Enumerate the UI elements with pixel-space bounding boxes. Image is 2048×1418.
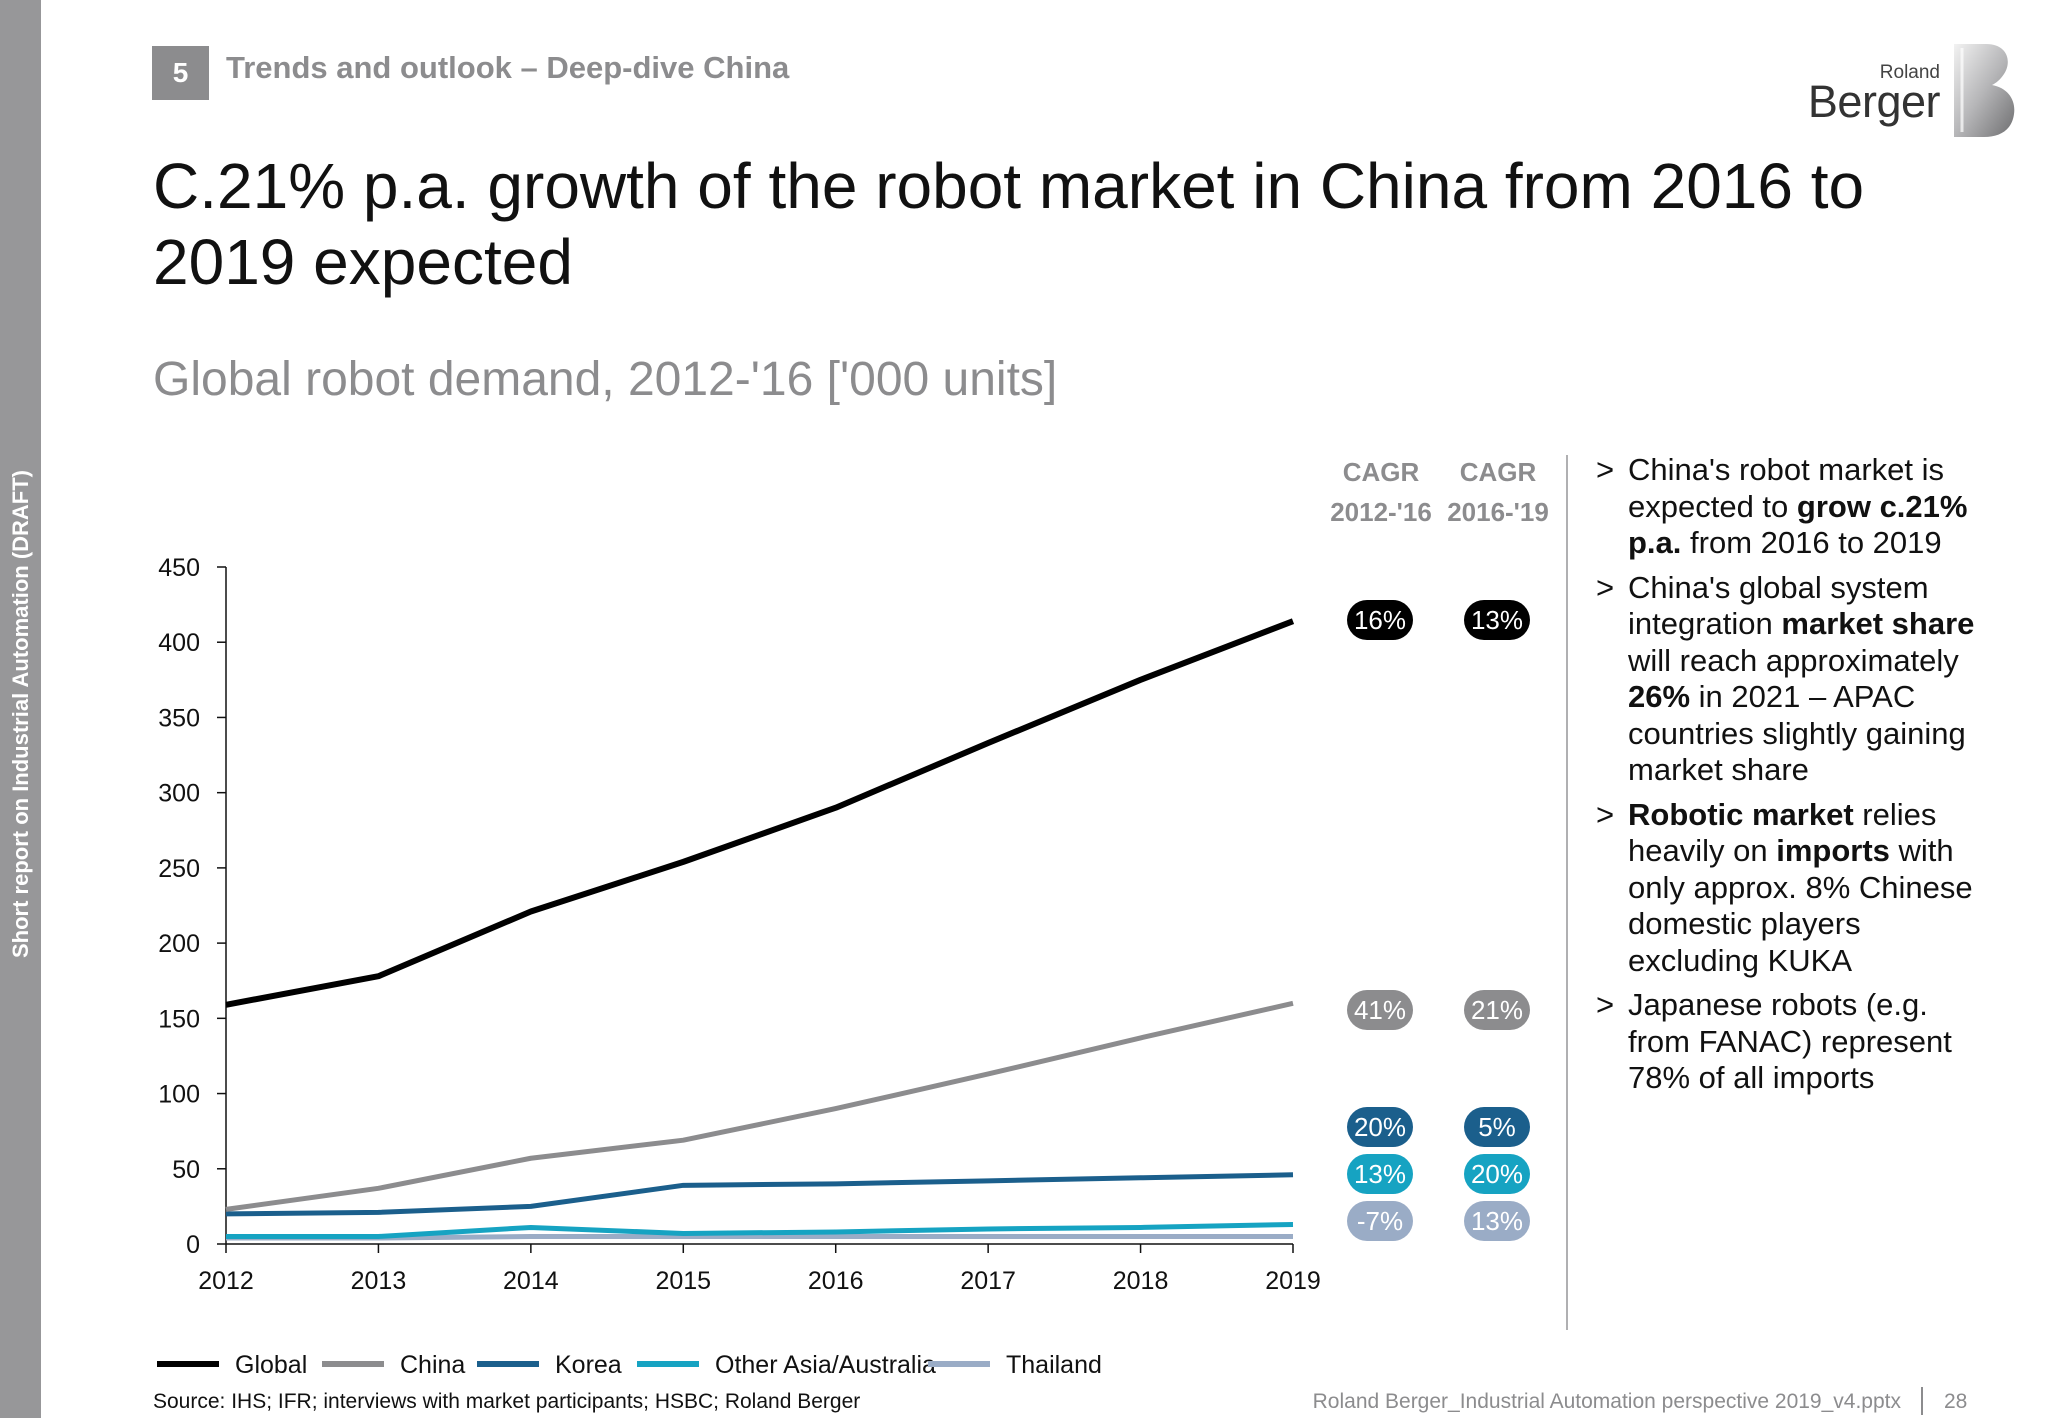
bullet-emphasis: 26% [1628, 679, 1691, 714]
page-number: 28 [1944, 1390, 1968, 1413]
chart-axes: 0 50 100 150 200 250 300 350 400 450 2012 2013 2014 2… [158, 554, 1321, 1295]
x-tick-label: 2019 [1265, 1267, 1321, 1295]
cagr-header-line2: 2012-'16 [1330, 497, 1432, 527]
logo-roland-text: Roland [1879, 62, 1940, 83]
y-tick-label: 400 [158, 629, 200, 657]
cagr-value: 13% [1471, 605, 1523, 635]
y-tick-label: 100 [158, 1081, 200, 1109]
cagr-pills: 16% 13% 41% 21% 20% 5% 13% 20% -7% 13% [1347, 600, 1530, 1241]
y-tick-label: 350 [158, 704, 200, 732]
series-line-china [225, 1000, 1294, 1212]
cagr-header-line1: CAGR [1459, 457, 1537, 487]
x-tick-label: 2016 [808, 1267, 864, 1295]
logo-berger-text: Berger [1807, 76, 1941, 127]
bullet-text: China's robot market is expected to [1628, 452, 1945, 524]
cagr-pill-thailand [1464, 1201, 1530, 1241]
x-tick-label: 2012 [198, 1267, 254, 1295]
legend-label-korea: Korea [555, 1351, 622, 1379]
y-tick-label: 200 [158, 930, 200, 958]
series-line-other-asia-australia [226, 1221, 1294, 1239]
cagr-value: 21% [1471, 995, 1523, 1025]
bullet-emphasis: market share [1781, 606, 1975, 641]
y-tick-label: 250 [158, 855, 200, 883]
cagr-value: 13% [1354, 1159, 1406, 1189]
bullet-emphasis: imports [1776, 833, 1890, 868]
cagr-pill-global [1464, 600, 1530, 640]
bullet-marker: > [1596, 569, 1615, 605]
slide-title: C.21% p.a. growth of the robot market in… [153, 150, 1865, 298]
cagr-pill-other-asia-australia [1347, 1154, 1413, 1194]
finding-bullet: > China's robot market is expected to gro… [1596, 452, 1976, 562]
cagr-value: -7% [1357, 1206, 1403, 1236]
footer-filename: Roland Berger_Industrial Automation pers… [1312, 1390, 1901, 1413]
footer-separator [1921, 1387, 1923, 1415]
roland-berger-logo: Roland Berger [1790, 40, 2020, 150]
legend-label-china: China [400, 1351, 465, 1379]
robot-demand-line-chart: 0 50 100 150 200 250 300 350 400 450 2012 2013 2014 2… [157, 554, 1530, 1379]
cagr-header-line1: CAGR [1342, 457, 1420, 487]
cagr-header-2016-2019: CAGR 2016-'19 [1433, 452, 1563, 532]
cagr-value: 41% [1354, 995, 1406, 1025]
bullet-emphasis: Robotic market [1628, 796, 1854, 832]
legend-label-global: Global [235, 1351, 307, 1379]
legend-label-other-asia-australia: Other Asia/Australia [715, 1351, 936, 1379]
series-line-global [225, 618, 1295, 1008]
cagr-pill-china [1464, 990, 1530, 1030]
section-title: Trends and outlook – Deep-dive China [226, 50, 790, 85]
logo-b-icon [1954, 44, 2015, 137]
finding-bullet: > China's global system integration marke… [1596, 570, 1976, 789]
cagr-value: 5% [1478, 1112, 1516, 1142]
chart-legend: Global China Korea Other Asia/Australia Thai… [157, 1351, 1102, 1379]
cagr-value: 20% [1471, 1159, 1523, 1189]
column-divider [1566, 455, 1568, 1330]
cagr-pill-korea [1347, 1107, 1413, 1147]
x-tick-label: 2013 [351, 1267, 407, 1295]
cagr-value: 16% [1354, 605, 1406, 635]
cagr-pill-china [1347, 990, 1413, 1030]
y-tick-label: 150 [158, 1005, 200, 1033]
x-tick-label: 2015 [655, 1267, 711, 1295]
chart-series-lines [225, 618, 1295, 1241]
x-tick-label: 2017 [960, 1267, 1016, 1295]
bullet-text: relies heavily on [1628, 796, 1937, 869]
series-line-thailand [226, 1233, 1293, 1241]
cagr-pill-other-asia-australia [1464, 1154, 1530, 1194]
bullet-text: in 2021 – APAC countries slightly gainin… [1628, 679, 1966, 787]
cagr-pill-thailand [1347, 1201, 1413, 1241]
y-tick-label: 50 [172, 1156, 200, 1184]
bullet-text: will reach approximately [1628, 642, 1959, 678]
source-note: Source: IHS; IFR; interviews with market… [153, 1390, 861, 1413]
bullet-marker: > [1596, 452, 1615, 487]
finding-bullet: > Japanese robots (e.g. from FANAC) repre… [1596, 987, 1976, 1097]
series-line-korea [225, 1172, 1294, 1217]
cagr-pill-korea [1464, 1107, 1530, 1147]
bullet-marker: > [1596, 987, 1615, 1022]
y-tick-label: 0 [186, 1231, 200, 1259]
key-findings-list: > China's robot market is expected to gro… [1596, 452, 1976, 1105]
cagr-header-2012-2016: CAGR 2012-'16 [1316, 452, 1446, 532]
bullet-marker: > [1596, 796, 1615, 832]
x-tick-label: 2018 [1113, 1267, 1169, 1295]
y-tick-label: 300 [158, 780, 200, 808]
sidebar: Short report on Industrial Automation (D… [0, 0, 41, 1418]
x-tick-label: 2014 [503, 1267, 559, 1295]
cagr-pill-global [1347, 600, 1413, 640]
cagr-value: 20% [1354, 1112, 1406, 1142]
y-tick-label: 450 [158, 554, 200, 582]
cagr-header-line2: 2016-'19 [1447, 497, 1549, 527]
bullet-text: from 2016 to 2019 [1681, 525, 1942, 560]
cagr-value: 13% [1471, 1206, 1523, 1236]
bullet-text: Japanese robots (e.g. from FANAC) repres… [1628, 987, 1952, 1095]
finding-bullet: > Robotic market relies heavily on import… [1596, 797, 1976, 980]
bullet-text: with only approx. 8% Chinese domestic pl… [1628, 833, 1973, 978]
bullet-text: China's global system integration [1628, 569, 1929, 642]
bullet-emphasis: grow c.21% p.a. [1628, 488, 1968, 561]
section-number: 5 [152, 46, 209, 100]
legend-label-thailand: Thailand [1006, 1351, 1102, 1379]
chart-subtitle: Global robot demand, 2012-'16 ['000 unit… [153, 353, 1058, 406]
